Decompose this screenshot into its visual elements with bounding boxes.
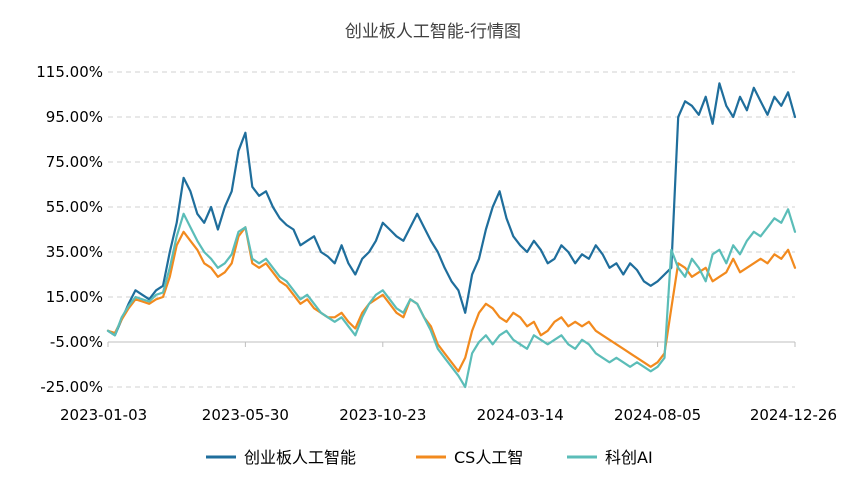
series-lines — [106, 82, 797, 389]
x-tick-label: 2023-05-30 — [202, 406, 289, 424]
series-line-1 — [106, 226, 797, 373]
x-tick-label: 2024-12-26 — [750, 406, 837, 424]
series-line-2 — [106, 208, 797, 389]
legend-label-series-2: 科创AI — [605, 448, 653, 467]
y-axis-ticks: 115.00% 95.00% 75.00% 55.00% 35.00% 15.00% -5.… — [36, 63, 103, 396]
x-tick-label: 2023-10-23 — [339, 406, 426, 424]
y-tick-label: 115.00% — [36, 63, 103, 81]
y-tick-label: -25.00% — [40, 378, 103, 396]
x-axis-ticks: 2023-01-03 2023-05-30 2023-10-23 2024-03-14… — [60, 342, 837, 424]
y-tick-label: 15.00% — [46, 288, 103, 306]
y-tick-label: 75.00% — [46, 153, 103, 171]
legend: 创业板人工智能 CS人工智 科创AI — [206, 448, 653, 467]
chart-title: 创业板人工智能-行情图 — [345, 22, 521, 42]
x-tick-label: 2024-03-14 — [477, 406, 564, 424]
x-tick-label: 2024-08-05 — [614, 406, 701, 424]
y-tick-label: 35.00% — [46, 243, 103, 261]
legend-label-series-1: CS人工智 — [454, 448, 523, 467]
y-tick-label: 95.00% — [46, 108, 103, 126]
gridlines — [108, 71, 795, 388]
y-tick-label: -5.00% — [50, 333, 103, 351]
y-tick-label: 55.00% — [46, 198, 103, 216]
x-tick-label: 2023-01-03 — [60, 406, 147, 424]
legend-label-series-0: 创业板人工智能 — [244, 448, 356, 467]
series-line-0 — [106, 82, 797, 337]
